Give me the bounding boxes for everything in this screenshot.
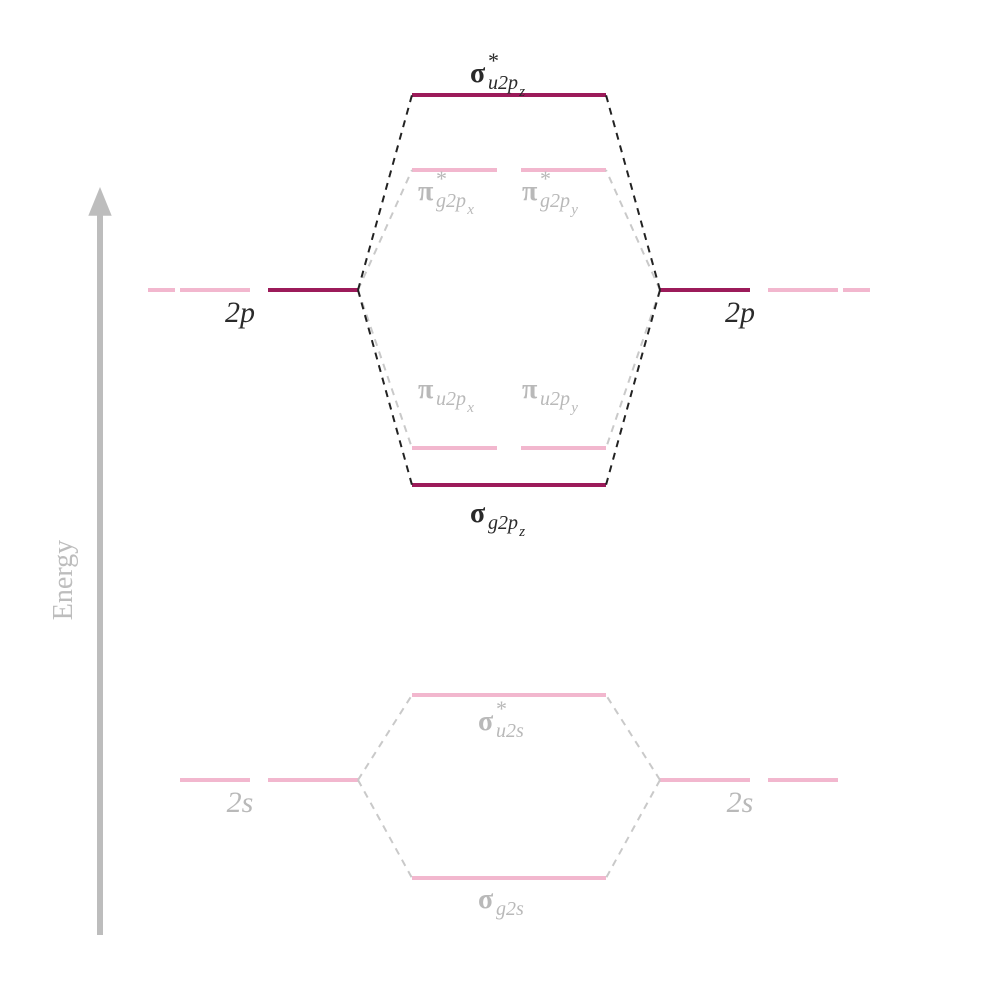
svg-text:u2p: u2p (540, 388, 570, 410)
svg-text:u2s: u2s (496, 720, 524, 742)
ao-label: 2s (727, 786, 754, 819)
svg-text:π: π (418, 176, 434, 207)
mo-label-sigma-g2pz: σg2pz (470, 498, 525, 540)
mo-label-sigma-g2s: σg2s (478, 884, 524, 920)
energy-axis: Energy (48, 187, 112, 935)
energy-axis-label: Energy (48, 540, 79, 620)
svg-text:g2s: g2s (496, 898, 524, 920)
svg-text:*: * (436, 166, 447, 191)
svg-text:π: π (418, 374, 434, 405)
mo-label-pi-u2px: πu2px (418, 374, 474, 416)
svg-text:g2p: g2p (436, 190, 466, 212)
ao-label: 2p (725, 296, 755, 329)
ao-label: 2s (227, 786, 254, 819)
svg-text:σ: σ (470, 58, 486, 89)
svg-text:*: * (540, 166, 551, 191)
block-2p-sigma-front (268, 95, 750, 485)
block-2p-pi-faded (148, 170, 870, 448)
svg-text:x: x (466, 202, 474, 218)
svg-text:x: x (466, 400, 474, 416)
svg-text:y: y (569, 202, 578, 218)
svg-text:π: π (522, 176, 538, 207)
svg-text:*: * (488, 48, 499, 73)
svg-text:σ: σ (470, 498, 486, 529)
svg-text:y: y (569, 400, 578, 416)
mo-label-sigma-star-u2s: σ*u2s (478, 696, 524, 742)
mo-energy-diagram: Energy2s2sσ*u2sσg2sπ*g2pxπ*g2pyπu2pxπu2p… (0, 0, 1000, 1000)
svg-text:*: * (496, 696, 507, 721)
ao-label: 2p (225, 296, 255, 329)
mo-label-sigma-star-u2pz: σ*u2pz (470, 48, 525, 100)
mo-label-pi-star-g2py: π*g2py (522, 166, 578, 218)
mo-label-pi-u2py: πu2py (522, 374, 578, 416)
svg-text:σ: σ (478, 706, 494, 737)
svg-text:g2p: g2p (540, 190, 570, 212)
svg-text:z: z (518, 84, 525, 100)
svg-text:σ: σ (478, 884, 494, 915)
svg-text:u2p: u2p (436, 388, 466, 410)
svg-text:u2p: u2p (488, 72, 518, 94)
mo-label-pi-star-g2px: π*g2px (418, 166, 474, 218)
svg-text:g2p: g2p (488, 512, 518, 534)
svg-text:z: z (518, 524, 525, 540)
svg-text:π: π (522, 374, 538, 405)
